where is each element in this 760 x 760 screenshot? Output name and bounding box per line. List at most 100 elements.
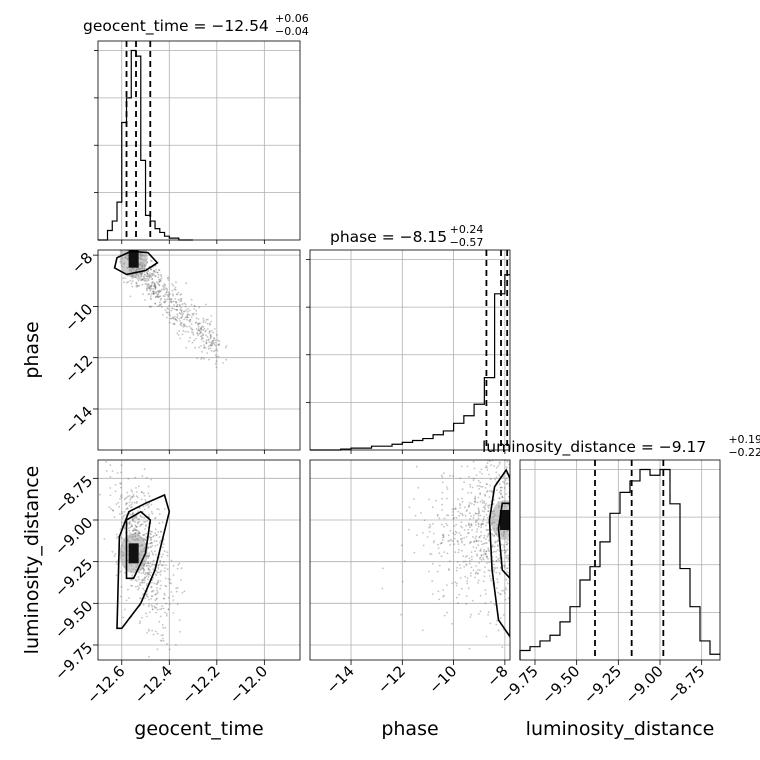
sample-point — [450, 538, 452, 541]
sample-point — [165, 612, 168, 615]
sample-point — [169, 317, 172, 320]
sample-point — [428, 570, 430, 573]
sample-point — [491, 544, 494, 547]
sample-point — [149, 574, 152, 577]
sample-point — [467, 532, 469, 535]
sample-point — [119, 595, 122, 598]
sample-point — [174, 289, 177, 291]
sample-point — [151, 563, 154, 566]
sample-point — [214, 363, 217, 365]
sample-point — [487, 504, 489, 507]
sample-point — [172, 612, 175, 614]
sample-point — [189, 320, 191, 323]
sample-point — [131, 519, 134, 522]
sample-point — [485, 552, 487, 555]
sample-point — [468, 542, 471, 545]
sample-point — [114, 490, 117, 493]
sample-point — [441, 503, 443, 506]
sample-point — [192, 314, 195, 316]
sample-point — [146, 287, 148, 290]
sample-point — [431, 562, 434, 565]
sample-point — [131, 490, 134, 493]
sample-point — [150, 285, 153, 287]
sample-point — [172, 595, 174, 598]
sample-point — [137, 518, 140, 520]
sample-point — [185, 309, 188, 312]
sample-point — [483, 501, 486, 504]
sample-point — [147, 573, 150, 575]
sample-point — [163, 288, 166, 291]
sample-point — [480, 548, 482, 550]
sample-point — [467, 587, 470, 590]
sample-point — [485, 550, 488, 553]
sample-point — [160, 634, 163, 637]
sample-point — [147, 567, 150, 570]
sample-point — [143, 280, 146, 282]
sample-point — [169, 298, 172, 301]
sample-point — [484, 589, 487, 591]
sample-point — [207, 347, 210, 350]
xaxis-label-luminosity_distance: luminosity_distance — [526, 718, 715, 740]
sample-point — [142, 534, 145, 536]
sample-point — [436, 515, 439, 517]
sample-point — [198, 332, 201, 335]
sample-point — [128, 529, 131, 532]
sample-point — [159, 273, 162, 276]
sample-point — [457, 551, 460, 554]
sample-point — [189, 314, 191, 316]
sample-point — [143, 538, 146, 540]
sample-point — [433, 385, 435, 387]
sample-point — [208, 341, 211, 343]
sample-point — [170, 582, 172, 585]
sample-point — [134, 524, 137, 527]
sample-point — [147, 562, 150, 565]
sample-point — [150, 503, 153, 506]
sample-point — [144, 274, 147, 276]
sample-point — [135, 586, 137, 588]
sample-point — [157, 566, 160, 569]
sample-point — [213, 337, 216, 339]
sample-point — [209, 334, 212, 336]
sample-point — [145, 524, 147, 526]
sample-point — [131, 512, 134, 514]
sample-point — [453, 517, 456, 519]
sample-point — [135, 487, 137, 489]
sample-point — [109, 487, 112, 489]
sample-point — [151, 544, 154, 547]
sample-point — [198, 306, 201, 309]
sample-point — [478, 511, 481, 514]
sample-point — [446, 488, 449, 490]
sample-point — [139, 507, 141, 509]
sample-point — [441, 523, 443, 526]
sample-point — [206, 328, 209, 330]
sample-point — [154, 553, 157, 556]
sample-point — [137, 530, 140, 533]
hist-frame-luminosity_distance — [519, 459, 721, 661]
sample-point — [127, 477, 130, 480]
sample-point — [125, 502, 128, 505]
sample-point — [146, 277, 149, 279]
sample-point — [147, 287, 150, 290]
sample-point — [154, 271, 157, 274]
sample-point — [134, 528, 137, 531]
sample-point — [136, 248, 138, 250]
sample-point — [496, 549, 499, 551]
sample-point — [488, 539, 490, 542]
sample-point — [121, 537, 124, 540]
sample-point — [166, 568, 169, 571]
sample-point — [487, 533, 490, 535]
sample-point — [474, 572, 477, 575]
sample-point — [147, 576, 150, 578]
sample-point — [212, 342, 215, 344]
sample-point — [152, 633, 155, 636]
sample-point — [206, 322, 209, 325]
sample-point — [443, 594, 445, 597]
sample-point — [476, 528, 479, 530]
sample-point — [99, 493, 101, 496]
sample-point — [196, 333, 199, 335]
sample-point — [144, 597, 146, 600]
sample-point — [143, 569, 145, 571]
sample-point — [184, 330, 187, 333]
sample-point — [170, 309, 173, 312]
sample-point — [111, 509, 114, 511]
